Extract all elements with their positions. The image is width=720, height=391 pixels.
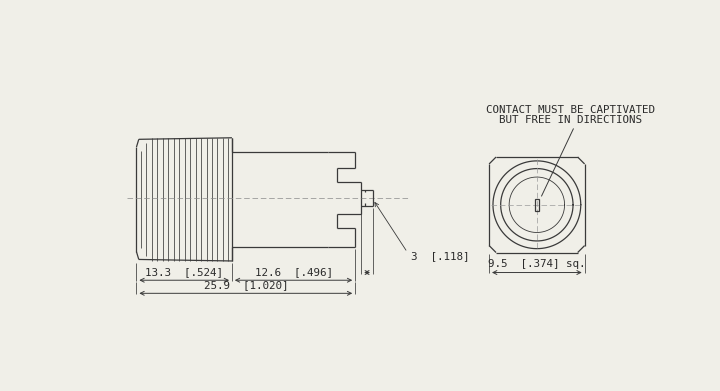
Bar	[535, 199, 539, 211]
Text: 13.3  [.524]: 13.3 [.524]	[145, 267, 223, 277]
Text: BUT FREE IN DIRECTIONS: BUT FREE IN DIRECTIONS	[499, 115, 642, 125]
Text: 9.5  [.374] sq.: 9.5 [.374] sq.	[488, 260, 585, 269]
Text: 3  [.118]: 3 [.118]	[411, 251, 470, 261]
Text: 25.9  [1.020]: 25.9 [1.020]	[204, 280, 288, 290]
Text: CONTACT MUST BE CAPTIVATED: CONTACT MUST BE CAPTIVATED	[486, 105, 655, 115]
Text: 12.6  [.496]: 12.6 [.496]	[255, 267, 333, 277]
